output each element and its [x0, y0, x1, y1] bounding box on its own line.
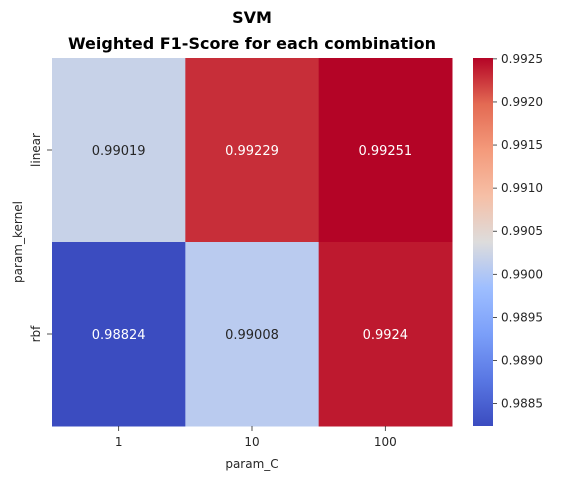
cell-value-label: 0.99229	[225, 144, 279, 159]
colorbar-tick-label: 0.9910	[501, 181, 543, 195]
cell-value-label: 0.9924	[363, 328, 409, 343]
colorbar-tick-label: 0.9890	[501, 354, 543, 368]
chart-subtitle: Weighted F1-Score for each combination	[68, 34, 436, 53]
cell-value-label: 0.99008	[225, 328, 279, 343]
heatmap-cell	[318, 242, 453, 427]
y-tick-label: rbf	[29, 325, 43, 343]
cell-value-label: 0.99019	[92, 144, 146, 159]
x-tick-label: 1	[115, 435, 123, 449]
y-tick-label: linear	[29, 133, 43, 167]
heatmap-cell	[52, 58, 186, 243]
heatmap-cell	[318, 58, 453, 243]
colorbar-ticks: 0.9885 0.9890 0.9895 0.9900 0.9905 0.9910 0.99…	[493, 52, 543, 411]
y-axis-ticks: linear rbf	[29, 133, 52, 342]
heatmap-cells: 0.99019 0.99229 0.99251 0.98824 0.99008 0.992…	[52, 58, 453, 427]
cell-value-label: 0.98824	[92, 328, 146, 343]
colorbar	[473, 58, 493, 426]
colorbar-tick-label: 0.9905	[501, 224, 543, 238]
heatmap-cell	[185, 242, 320, 427]
chart-title: SVM	[232, 8, 272, 27]
cell-value-label: 0.99251	[358, 144, 412, 159]
colorbar-tick-label: 0.9925	[501, 52, 543, 66]
heatmap-cell	[185, 58, 320, 243]
y-axis-label: param_kernel	[11, 201, 25, 283]
x-tick-label: 100	[374, 435, 397, 449]
colorbar-tick-label: 0.9895	[501, 310, 543, 324]
heatmap-cell	[52, 242, 186, 427]
colorbar-tick-label: 0.9915	[501, 138, 543, 152]
colorbar-tick-label: 0.9885	[501, 397, 543, 411]
x-axis-label: param_C	[225, 457, 278, 471]
colorbar-tick-label: 0.9900	[501, 267, 543, 281]
x-axis-ticks: 1 10 100	[115, 426, 397, 449]
colorbar-tick-label: 0.9920	[501, 95, 543, 109]
x-tick-label: 10	[244, 435, 259, 449]
